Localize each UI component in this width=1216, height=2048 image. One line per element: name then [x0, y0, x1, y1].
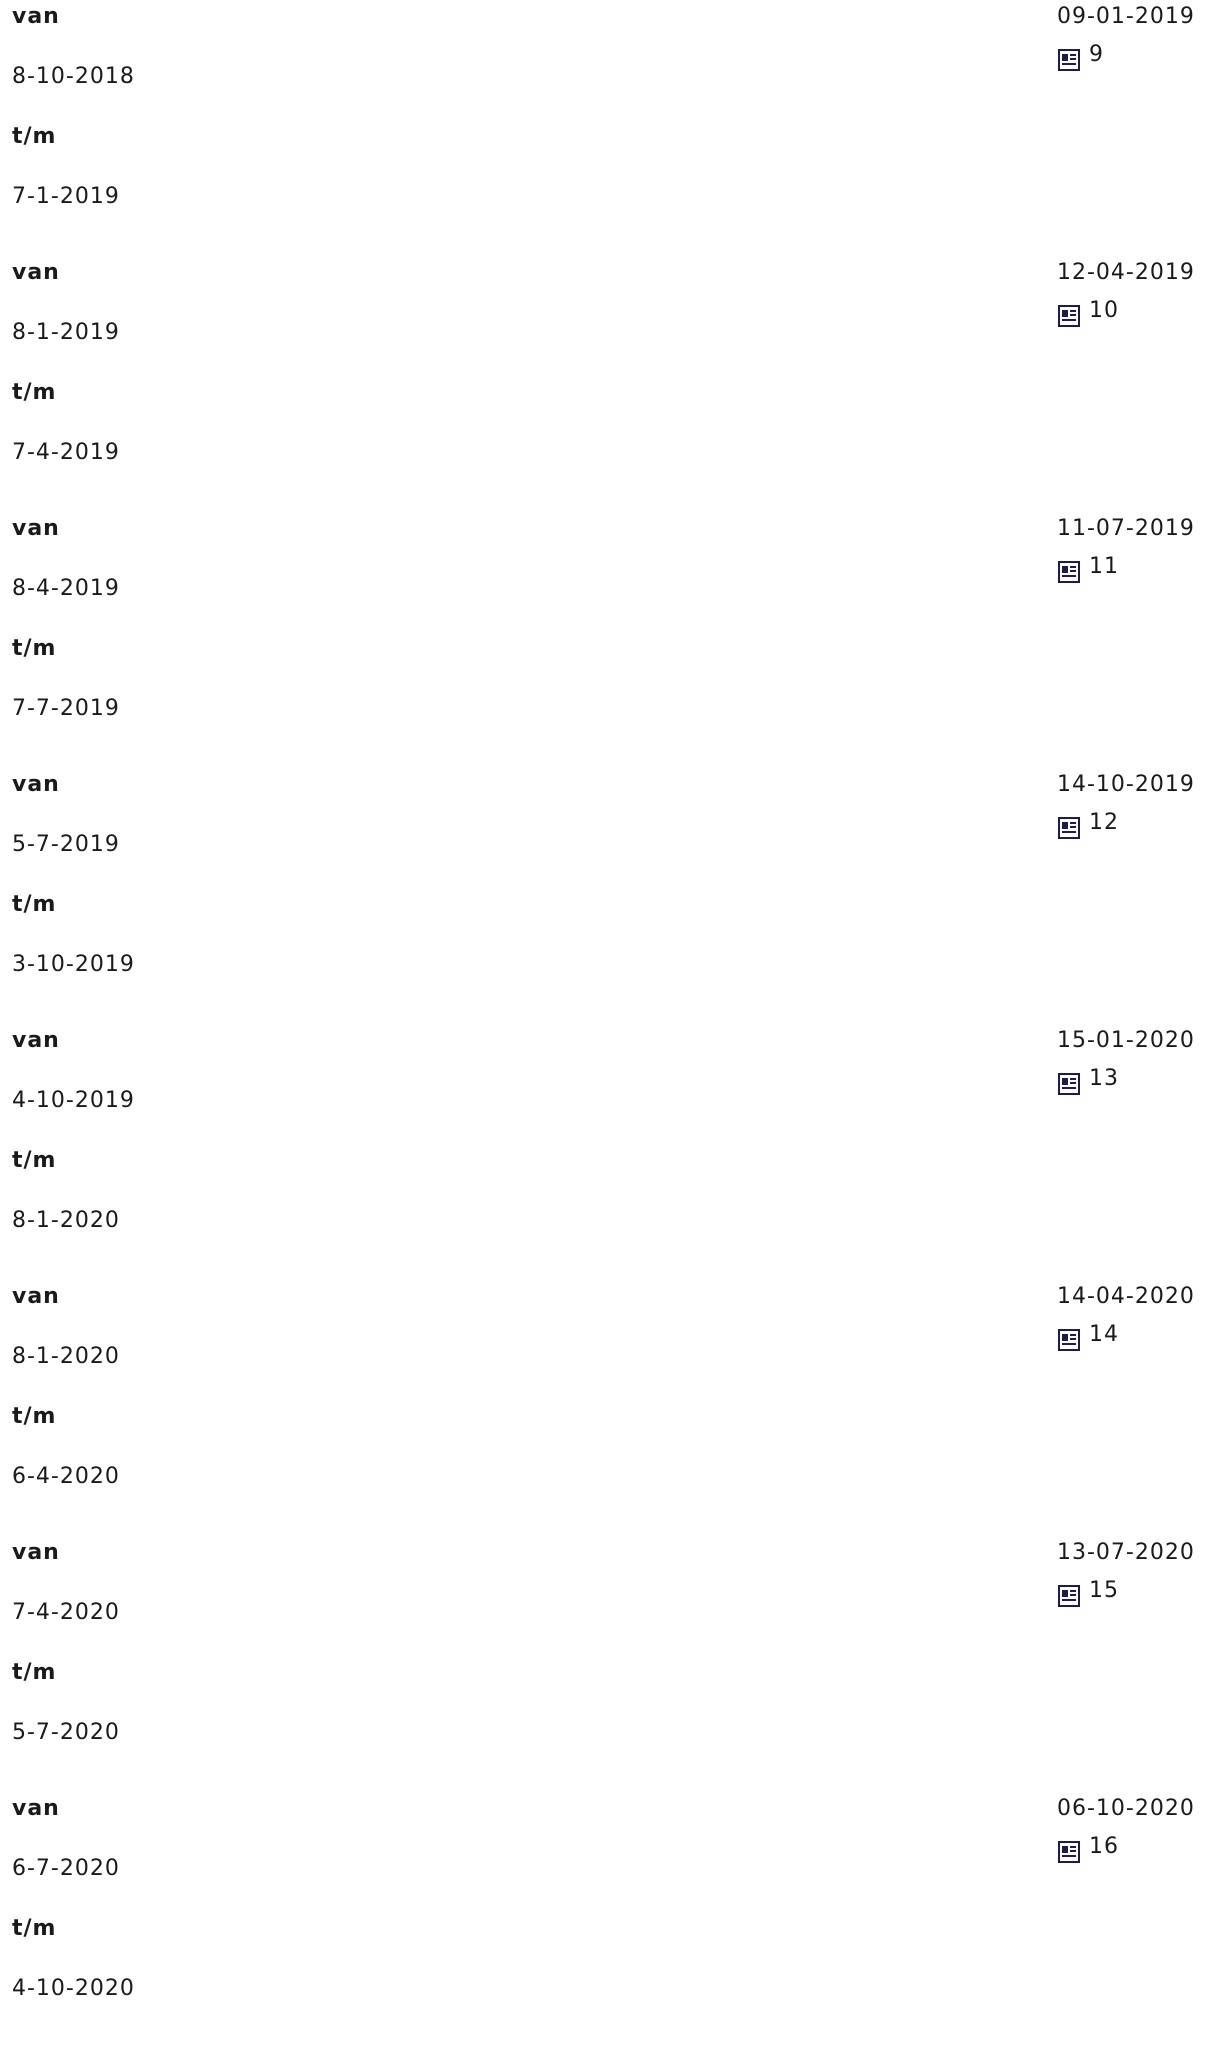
published-date: 14-04-2020	[1057, 1284, 1195, 1309]
to-date: 7-4-2019	[12, 440, 120, 465]
from-date: 4-10-2019	[12, 1088, 135, 1113]
to-label: t/m	[12, 380, 57, 405]
document-icon	[1058, 1073, 1080, 1095]
list-item: van 5-7-2019 t/m 3-10-2019 14-10-2019 12	[0, 768, 1216, 1024]
document-icon	[1058, 49, 1080, 71]
document-number: 16	[1089, 1834, 1119, 1859]
published-date: 11-07-2019	[1057, 516, 1195, 541]
from-date: 8-1-2020	[12, 1344, 120, 1369]
list-item: van 8-10-2018 t/m 7-1-2019 09-01-2019 9	[0, 0, 1216, 256]
to-label: t/m	[12, 1148, 57, 1173]
document-icon	[1058, 1329, 1080, 1351]
document-link[interactable]: 16	[1057, 1836, 1119, 1864]
document-link[interactable]: 15	[1057, 1580, 1119, 1608]
published-date: 09-01-2019	[1057, 4, 1195, 29]
list-item: van 4-10-2019 t/m 8-1-2020 15-01-2020 13	[0, 1024, 1216, 1280]
document-link[interactable]: 13	[1057, 1068, 1119, 1096]
to-label: t/m	[12, 636, 57, 661]
document-number: 11	[1089, 554, 1119, 579]
from-label: van	[12, 1796, 60, 1821]
to-date: 5-7-2020	[12, 1720, 120, 1745]
document-link[interactable]: 12	[1057, 812, 1119, 840]
published-date: 14-10-2019	[1057, 772, 1195, 797]
document-number: 15	[1089, 1578, 1119, 1603]
from-label: van	[12, 1284, 60, 1309]
document-number: 10	[1089, 298, 1119, 323]
document-link[interactable]: 10	[1057, 300, 1119, 328]
to-date: 4-10-2020	[12, 1976, 135, 2001]
to-date: 7-1-2019	[12, 184, 120, 209]
from-date: 6-7-2020	[12, 1856, 120, 1881]
from-label: van	[12, 772, 60, 797]
from-date: 5-7-2019	[12, 832, 120, 857]
to-label: t/m	[12, 1916, 57, 1941]
list-item: van 8-1-2020 t/m 6-4-2020 14-04-2020 14	[0, 1280, 1216, 1536]
document-number: 14	[1089, 1322, 1119, 1347]
list-item: van 7-4-2020 t/m 5-7-2020 13-07-2020 15	[0, 1536, 1216, 1792]
published-date: 06-10-2020	[1057, 1796, 1195, 1821]
from-date: 8-10-2018	[12, 64, 135, 89]
from-date: 7-4-2020	[12, 1600, 120, 1625]
from-date: 8-4-2019	[12, 576, 120, 601]
published-date: 12-04-2019	[1057, 260, 1195, 285]
to-date: 3-10-2019	[12, 952, 135, 977]
to-label: t/m	[12, 124, 57, 149]
published-date: 13-07-2020	[1057, 1540, 1195, 1565]
document-number: 12	[1089, 810, 1119, 835]
to-label: t/m	[12, 1404, 57, 1429]
list-item: van 6-7-2020 t/m 4-10-2020 06-10-2020 16	[0, 1792, 1216, 2048]
document-icon	[1058, 1841, 1080, 1863]
list-item: van 8-1-2019 t/m 7-4-2019 12-04-2019 10	[0, 256, 1216, 512]
document-link[interactable]: 9	[1057, 44, 1104, 72]
to-date: 7-7-2019	[12, 696, 120, 721]
to-label: t/m	[12, 892, 57, 917]
from-label: van	[12, 4, 60, 29]
from-date: 8-1-2019	[12, 320, 120, 345]
from-label: van	[12, 260, 60, 285]
document-link[interactable]: 11	[1057, 556, 1119, 584]
to-date: 8-1-2020	[12, 1208, 120, 1233]
from-label: van	[12, 1540, 60, 1565]
to-label: t/m	[12, 1660, 57, 1685]
document-number: 13	[1089, 1066, 1119, 1091]
document-icon	[1058, 561, 1080, 583]
to-date: 6-4-2020	[12, 1464, 120, 1489]
document-icon	[1058, 817, 1080, 839]
document-icon	[1058, 305, 1080, 327]
from-label: van	[12, 1028, 60, 1053]
document-icon	[1058, 1585, 1080, 1607]
document-number: 9	[1089, 42, 1104, 67]
published-date: 15-01-2020	[1057, 1028, 1195, 1053]
list-item: van 8-4-2019 t/m 7-7-2019 11-07-2019 11	[0, 512, 1216, 768]
document-link[interactable]: 14	[1057, 1324, 1119, 1352]
from-label: van	[12, 516, 60, 541]
